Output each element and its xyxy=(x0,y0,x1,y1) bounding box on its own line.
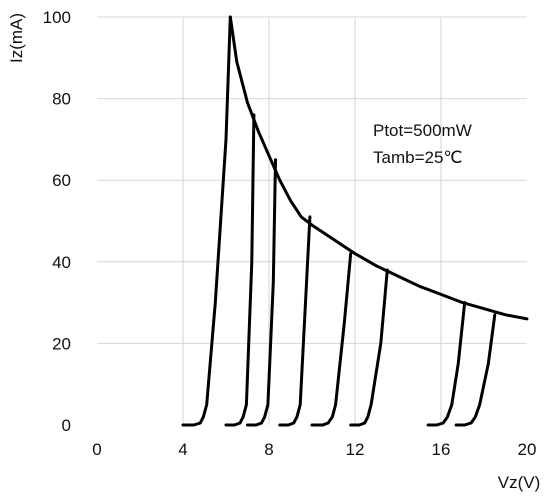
zener-curve-4 xyxy=(278,215,312,427)
zener-curve-2 xyxy=(224,113,256,427)
x-tick-labels: 0 4 8 12 16 20 xyxy=(92,440,536,459)
annotation-tamb: Tamb=25℃ xyxy=(373,148,463,167)
y-tick-label-40: 40 xyxy=(52,253,71,272)
y-tick-label-60: 60 xyxy=(52,171,71,190)
x-axis-label: Vz(V) xyxy=(498,473,541,492)
x-tick-label-16: 16 xyxy=(432,440,451,459)
x-tick-label-12: 12 xyxy=(346,440,365,459)
zener-curve-6 xyxy=(349,268,389,427)
y-tick-label-20: 20 xyxy=(52,334,71,353)
zener-curve-8 xyxy=(454,313,497,427)
x-tick-label-8: 8 xyxy=(264,440,273,459)
zener-curve-7 xyxy=(426,301,467,427)
zener-curve-3 xyxy=(246,158,277,427)
zener-curve-5 xyxy=(310,252,353,427)
y-tick-labels: 0 20 40 60 80 100 xyxy=(43,8,71,435)
zener-curve-1 xyxy=(181,15,232,427)
curves xyxy=(181,15,529,427)
annotation-ptot: Ptot=500mW xyxy=(373,121,472,140)
y-axis-label: Iz(mA) xyxy=(7,13,26,63)
x-tick-label-20: 20 xyxy=(518,440,537,459)
x-tick-label-4: 4 xyxy=(178,440,187,459)
power-limit-curve xyxy=(228,15,529,321)
y-tick-label-0: 0 xyxy=(62,416,71,435)
y-tick-label-80: 80 xyxy=(52,90,71,109)
y-tick-label-100: 100 xyxy=(43,8,71,27)
grid xyxy=(97,16,527,425)
x-tick-label-0: 0 xyxy=(92,440,101,459)
